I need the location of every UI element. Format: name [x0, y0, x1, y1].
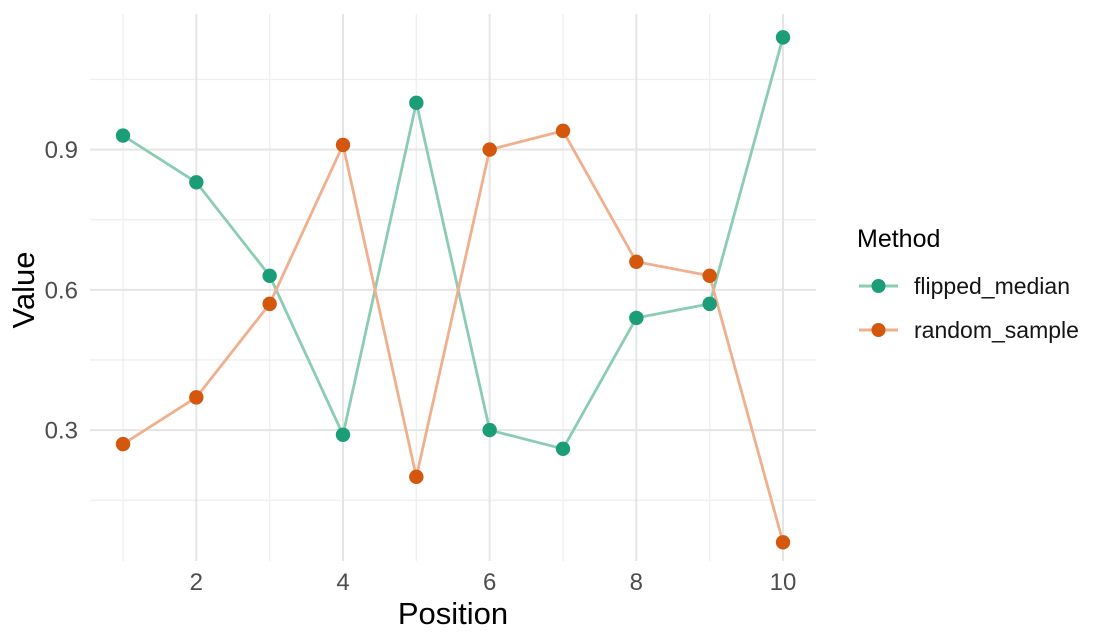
legend-title: Method [857, 225, 940, 253]
minor-gridlines [90, 14, 816, 561]
x-tick-label: 2 [190, 569, 203, 596]
legend-item-flipped-median: flipped_median [859, 273, 1070, 299]
x-tick-label: 8 [630, 569, 643, 596]
data-point-random_sample-3 [262, 296, 277, 312]
legend-item-label: flipped_median [914, 273, 1070, 299]
legend: Method flipped_median random_sample [857, 225, 1079, 343]
legend-item-random-sample: random_sample [859, 317, 1079, 343]
data-point-random_sample-4 [335, 137, 351, 153]
x-axis-tick-labels: 2 4 6 8 10 [190, 569, 797, 596]
data-point-flipped_median-4 [335, 427, 351, 442]
data-point-random_sample-9 [702, 268, 717, 284]
data-point-random_sample-5 [409, 469, 424, 485]
y-axis-title: Value [6, 252, 41, 329]
major-gridlines [90, 14, 816, 561]
legend-item-label: random_sample [914, 317, 1079, 343]
series-layer [115, 30, 791, 550]
data-point-random_sample-8 [629, 254, 644, 269]
data-point-flipped_median-8 [629, 310, 644, 326]
data-point-flipped_median-7 [555, 441, 571, 456]
legend-key-dot [871, 279, 886, 293]
data-point-flipped_median-3 [262, 268, 277, 284]
data-point-flipped_median-2 [189, 175, 204, 190]
series-line-flipped_median [122, 37, 785, 451]
y-tick-label: 0.6 [45, 277, 78, 304]
data-point-random_sample-1 [115, 436, 131, 452]
x-tick-label: 4 [336, 569, 349, 596]
y-tick-label: 0.9 [45, 137, 78, 164]
data-point-random_sample-6 [482, 142, 497, 157]
data-point-flipped_median-6 [482, 422, 497, 438]
data-point-random_sample-10 [775, 535, 791, 550]
data-point-flipped_median-10 [775, 30, 791, 45]
data-point-flipped_median-1 [115, 128, 131, 143]
series-line-random_sample [122, 129, 785, 543]
y-axis-tick-labels: 0.3 0.6 0.9 [45, 137, 78, 445]
data-point-random_sample-2 [189, 390, 204, 405]
y-tick-label: 0.3 [45, 418, 78, 445]
legend-key-dot [871, 323, 886, 337]
x-axis-title: Position [398, 596, 508, 631]
data-point-flipped_median-9 [702, 296, 717, 312]
x-tick-label: 10 [770, 569, 797, 596]
data-point-random_sample-7 [555, 123, 571, 139]
x-tick-label: 6 [483, 569, 496, 596]
data-point-flipped_median-5 [409, 95, 424, 111]
